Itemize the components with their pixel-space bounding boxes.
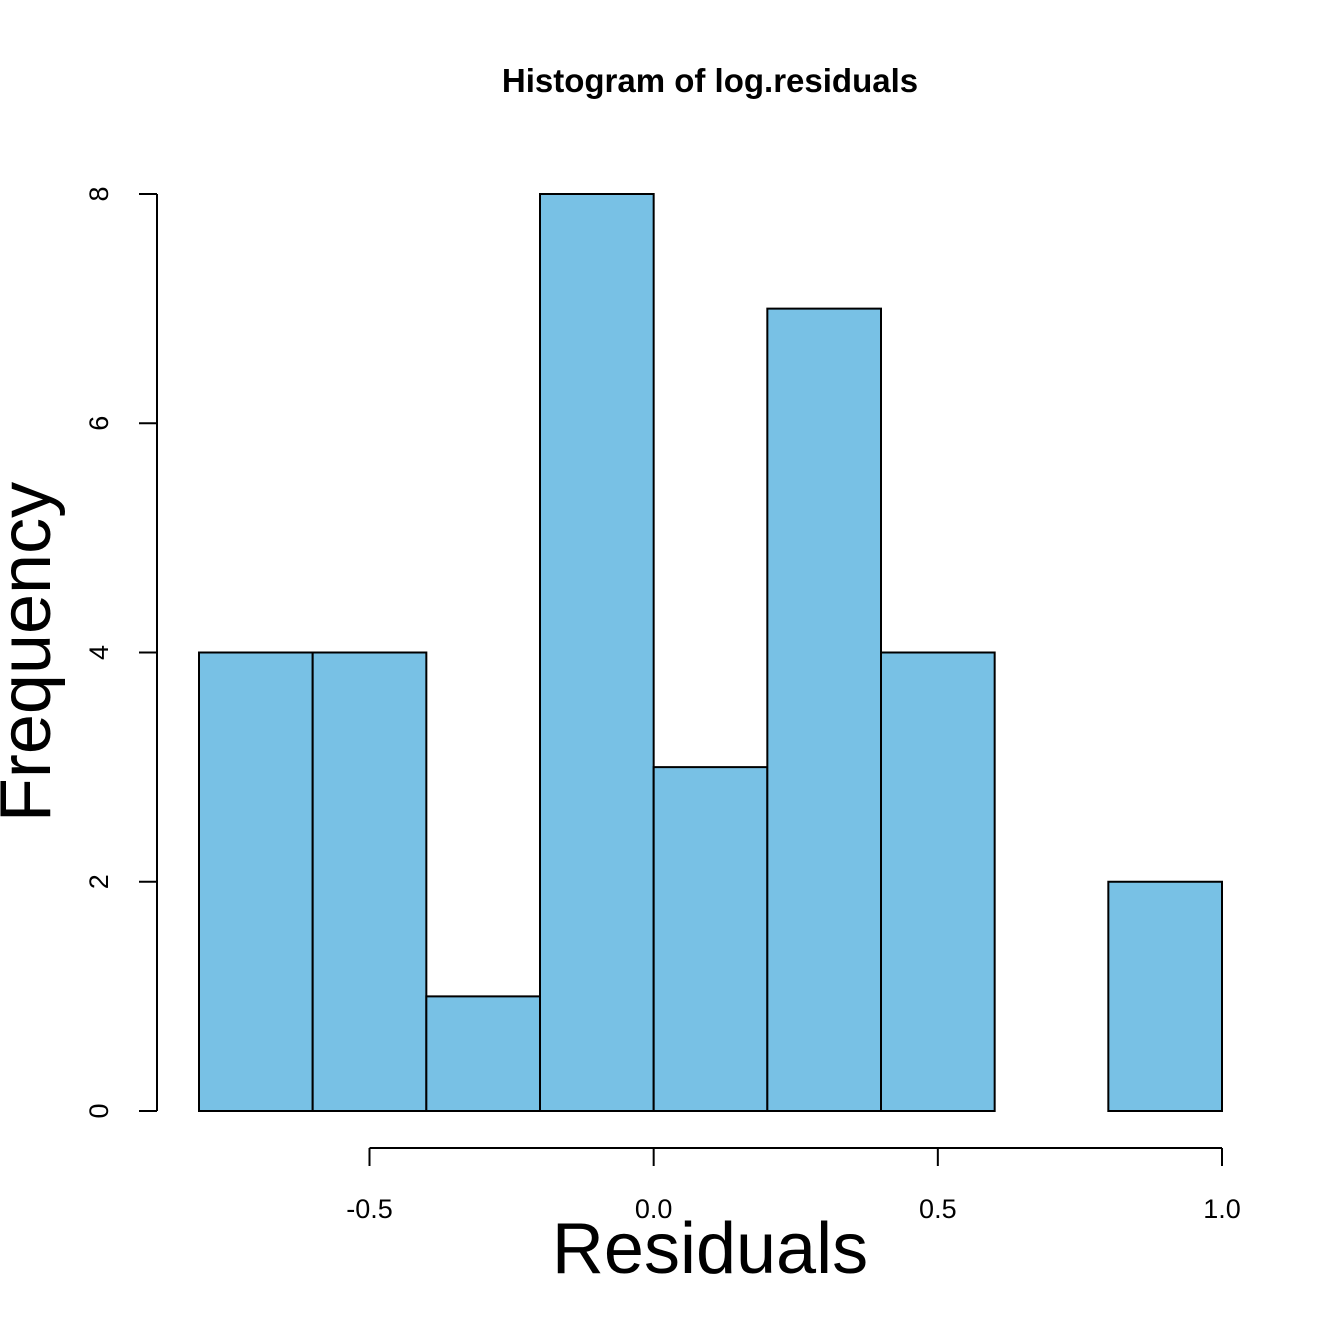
histogram-bar-2 <box>425 995 542 1112</box>
histogram-bar-1 <box>311 651 428 1112</box>
histogram-bar-0 <box>198 651 314 1112</box>
y-axis: 0 2 4 6 8 <box>84 186 158 1119</box>
histogram-bar-5 <box>766 307 882 1112</box>
y-axis-title: Frequency <box>0 482 66 822</box>
x-axis: -0.5 0.0 0.5 1.0 <box>346 1147 1241 1224</box>
histogram-bar-4 <box>652 766 769 1112</box>
y-tick-label-4: 8 <box>84 186 114 201</box>
chart-title: Histogram of log.residuals <box>502 62 918 99</box>
x-tick-label-2: 0.5 <box>919 1194 957 1224</box>
y-tick-label-2: 4 <box>84 645 114 660</box>
y-tick-label-0: 0 <box>84 1103 114 1118</box>
histogram-bar-3 <box>539 193 655 1112</box>
y-tick-label-1: 2 <box>84 874 114 889</box>
histogram-bar-8 <box>1107 880 1224 1112</box>
x-tick-label-1: 0.0 <box>635 1194 673 1224</box>
x-tick-label-0: -0.5 <box>346 1194 393 1224</box>
histogram-bar-6 <box>880 651 996 1112</box>
x-tick-label-3: 1.0 <box>1203 1194 1241 1224</box>
bars-group <box>198 193 1224 1112</box>
y-tick-label-3: 6 <box>84 416 114 431</box>
x-axis-title: Residuals <box>552 1209 868 1289</box>
